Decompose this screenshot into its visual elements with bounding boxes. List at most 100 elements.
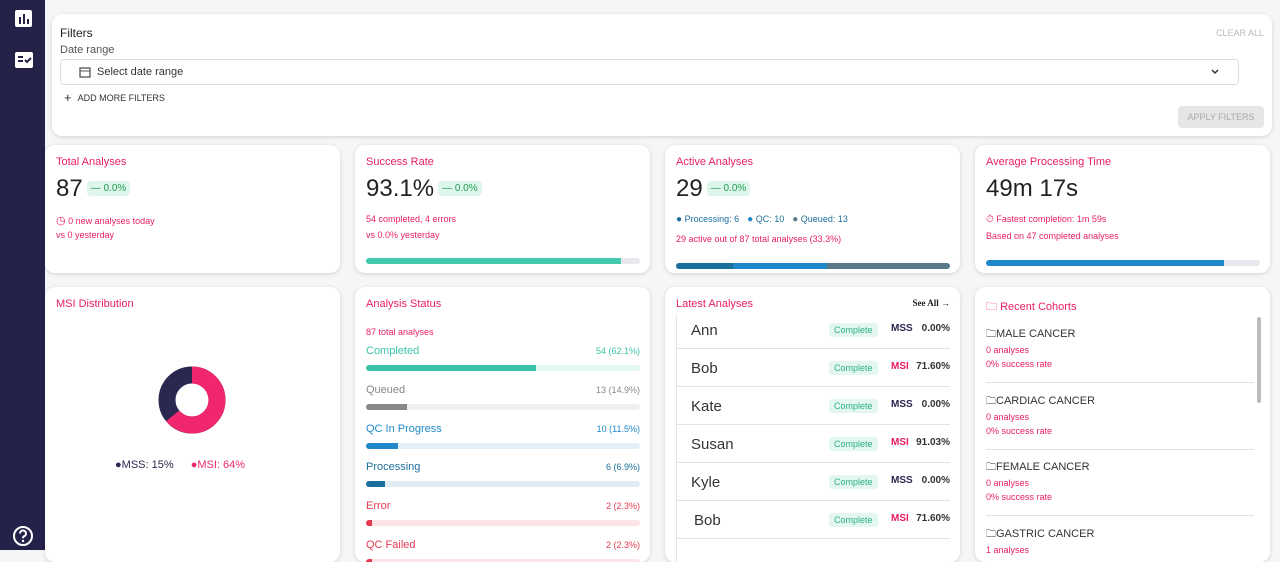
add-filters[interactable]: + ADD MORE FILTERS (64, 90, 165, 105)
status-count: 2 (2.3%) (605, 501, 640, 512)
status-chip: Complete (829, 475, 878, 489)
progress-segment (676, 263, 733, 269)
legend-item: MSS: 15% (121, 459, 174, 471)
status-chip: Complete (829, 361, 878, 375)
status-count: 2 (2.3%) (605, 540, 640, 550)
cohort-name-text: MALE CANCER (996, 328, 1076, 340)
legend-count: 10 (774, 214, 785, 224)
status-count: 54 (62.1%) (595, 346, 640, 356)
cohort-success: 0% success rate (986, 492, 1053, 502)
status-count: 13 (14.9%) (595, 384, 640, 395)
status-bar (366, 442, 398, 449)
help-icon[interactable] (12, 525, 34, 547)
progress-segment (827, 263, 950, 269)
filters-card: Filters CLEAR ALL Date range Select date… (52, 14, 1272, 136)
legend-item: ● Queued: 13 (792, 214, 848, 225)
cohort-success: 0% success rate (986, 425, 1053, 436)
kpi-change: — 0.0% (86, 181, 131, 196)
status-total: 87 total analyses (366, 327, 434, 337)
msi-score: 0.00% (921, 475, 950, 486)
kpi-line: 29 active out of 87 total analyses (33.3… (676, 234, 842, 244)
card-title: 🗀 Recent Cohorts (986, 301, 1077, 313)
date-select[interactable]: Select date range (60, 59, 1239, 85)
status-bar (366, 481, 385, 488)
see-all[interactable]: See All → (912, 298, 951, 308)
kpi-change: — 0.0% (438, 181, 482, 196)
kpi-value: 87 (56, 175, 83, 202)
progress-track (366, 258, 640, 264)
status-count: 6 (6.9%) (605, 462, 640, 473)
card-title: Analysis Status (366, 298, 442, 310)
date-placeholder: Select date range (97, 66, 184, 78)
kpi-value: 29 (676, 175, 703, 202)
calendar-icon (79, 67, 91, 78)
list-icon[interactable] (14, 51, 34, 69)
cohort-name: 🗀FEMALE CANCER (986, 461, 1090, 473)
kpi-change: — 0.0% (706, 181, 751, 196)
kpi-value-row: 49m 17s (986, 175, 1078, 203)
progress-fill (366, 258, 622, 264)
row-divider (676, 538, 950, 539)
status-track (366, 403, 640, 410)
card-title: Latest Analyses (676, 298, 754, 310)
charts-icon[interactable] (14, 9, 33, 28)
status-chip: Complete (829, 437, 878, 451)
status-name: Completed (366, 345, 420, 357)
cohort-analyses: 0 analyses (986, 345, 1030, 355)
msi-status: MSS (891, 475, 913, 486)
add-filters-text: ADD MORE FILTERS (77, 93, 165, 103)
kpi-value-row: 93.1% — 0.0% (366, 175, 482, 203)
msi-status: MSI (891, 361, 909, 372)
kpi-card: Total Analyses 87— 0.0% ◷ 0 new analyses… (45, 145, 340, 273)
cohort-name-text: CARDIAC CANCER (996, 394, 1096, 407)
card-title: MSI Distribution (56, 298, 134, 310)
kpi-line: vs 0 yesterday (56, 230, 115, 240)
cohort-name: 🗀MALE CANCER (986, 328, 1076, 340)
msi-score: 0.00% (921, 323, 950, 334)
date-label: Date range (60, 44, 115, 56)
msi-score: 71.60% (916, 361, 950, 372)
msi-status: MSI (891, 513, 909, 524)
msi-score: 0.00% (921, 399, 950, 410)
legend-label: Processing: (684, 214, 732, 224)
analysis-name: Kate (691, 398, 722, 415)
status-track (366, 520, 640, 527)
kpi-line: ◷ 0 new analyses today (56, 215, 155, 227)
status-name: Error (366, 500, 391, 513)
status-name: Queued (366, 383, 406, 396)
row-divider (986, 515, 1254, 516)
cohort-name-text: GASTRIC CANCER (996, 527, 1095, 540)
analysis-name: Bob (691, 360, 718, 377)
active-legend: ● Processing: 6 ● QC: 10 ● Queued: 13 (676, 214, 856, 225)
row-divider (676, 424, 950, 425)
legend-item: MSI: 64% (197, 459, 246, 471)
status-card: Analysis Status 87 total analyses Comple… (355, 287, 650, 562)
msi-card: MSI Distribution ●MSS: 15% ●MSI: 64% (45, 287, 340, 562)
status-bar (366, 403, 407, 410)
status-count: 10 (11.5%) (596, 423, 640, 434)
row-divider (986, 382, 1254, 383)
legend-count: 13 (837, 214, 848, 224)
apply-button[interactable]: APPLY FILTERS (1178, 106, 1264, 128)
clear-all[interactable]: CLEAR ALL (1215, 28, 1264, 38)
kpi-title: Success Rate (366, 156, 434, 168)
scrollbar[interactable] (1257, 317, 1261, 403)
analysis-name: Susan (691, 436, 734, 453)
legend-item: ● Processing: 6 (676, 214, 740, 225)
kpi-line-text: 0 new analyses today (68, 216, 155, 226)
cohort-success: 0% success rate (986, 359, 1053, 369)
progress-track (676, 263, 950, 269)
status-bar (366, 365, 537, 371)
kpi-line-text: Fastest completion: 1m 59s (996, 214, 1107, 224)
cohort-analyses: 0 analyses (986, 411, 1030, 422)
chevron (1211, 69, 1219, 75)
kpi-value: 93.1% (366, 175, 435, 202)
row-divider (676, 315, 677, 562)
legend-label: Queued: (800, 214, 836, 224)
status-track (366, 442, 640, 449)
status-chip: Complete (829, 323, 878, 337)
cohort-analyses: 0 analyses (986, 478, 1030, 488)
progress-segment (732, 263, 828, 269)
kpi-title: Total Analyses (56, 156, 127, 168)
